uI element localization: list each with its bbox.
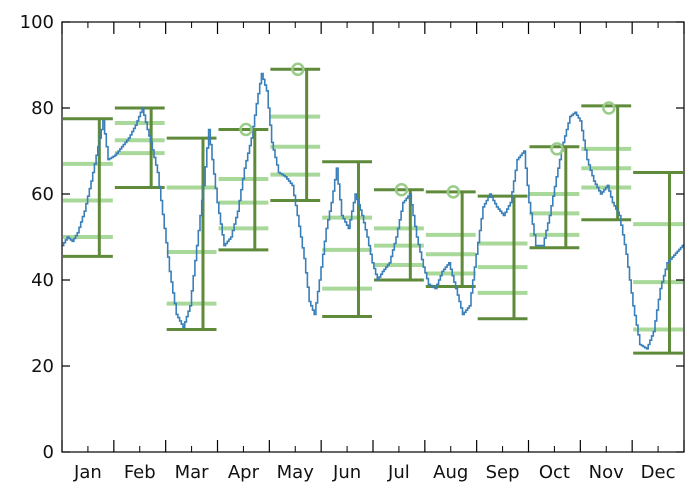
monthly-range-layer xyxy=(63,67,683,355)
y-tick-label: 20 xyxy=(31,356,54,377)
peak-marker-nov xyxy=(602,101,616,115)
x-tick-label-feb: Feb xyxy=(124,462,156,483)
x-tick-label-apr: Apr xyxy=(228,462,260,483)
month-summary-sep xyxy=(477,194,528,321)
x-tick-label-sep: Sep xyxy=(486,462,520,483)
daily-series-line xyxy=(62,72,684,350)
y-tick-label: 60 xyxy=(31,184,54,205)
x-tick-label-dec: Dec xyxy=(641,462,676,483)
peak-marker-layer xyxy=(239,62,616,199)
daily-trace-layer xyxy=(62,72,684,350)
axes-layer xyxy=(61,21,685,453)
month-summary-dec xyxy=(633,171,683,355)
month-summary-oct xyxy=(529,145,580,250)
y-tick-label: 40 xyxy=(31,270,54,291)
x-tick-label-nov: Nov xyxy=(589,462,624,483)
peak-marker-aug xyxy=(446,185,461,199)
month-summary-jun xyxy=(322,160,372,319)
month-summary-jan xyxy=(63,117,113,258)
month-summary-feb xyxy=(114,106,165,190)
y-tick-label: 0 xyxy=(43,442,54,463)
x-tick-label-jun: Jun xyxy=(332,462,361,483)
peak-marker-oct xyxy=(550,142,564,156)
x-tick-label-oct: Oct xyxy=(539,462,570,483)
month-summary-apr xyxy=(218,128,269,252)
y-tick-label: 80 xyxy=(31,98,54,119)
x-tick-label-jul: Jul xyxy=(387,462,410,483)
x-tick-label-may: May xyxy=(277,462,315,483)
peak-marker-apr xyxy=(239,122,253,137)
peak-marker-may xyxy=(291,62,305,77)
x-tick-label-aug: Aug xyxy=(433,462,468,483)
tick-label-layer: 0 20 40 60 80 100 Jan Feb Mar Apr May Jun Jul Aug Sep O… xyxy=(20,12,676,483)
month-summary-may xyxy=(270,67,321,202)
peak-marker-jul xyxy=(394,182,409,197)
month-summary-aug xyxy=(425,190,476,288)
y-tick-label: 100 xyxy=(20,12,54,33)
month-summary-jul xyxy=(374,188,424,282)
x-tick-label-jan: Jan xyxy=(73,462,102,483)
x-tick-label-mar: Mar xyxy=(175,462,210,483)
plot-frame xyxy=(61,21,685,453)
